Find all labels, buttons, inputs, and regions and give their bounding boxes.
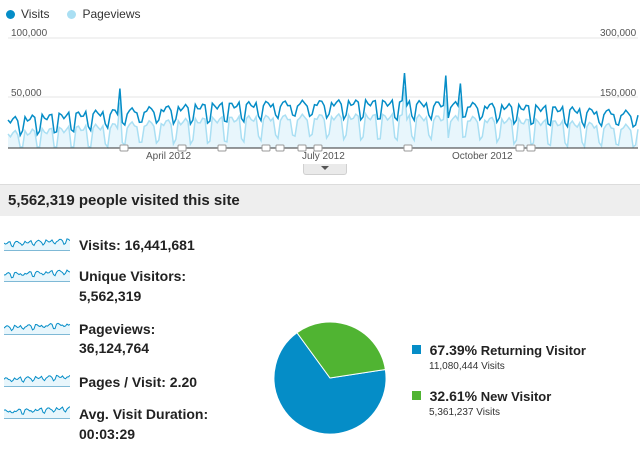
new-swatch-icon [412, 391, 421, 400]
legend-visits-label: Visits [21, 7, 50, 21]
returning-label: Returning Visitor [480, 343, 586, 358]
y-right-top-label: 300,000 [600, 28, 637, 39]
metric-visits-label: Visits: [79, 237, 121, 253]
pageviews-sparkline[interactable] [4, 317, 70, 335]
legend-new-visitor: 32.61% New Visitor 5,361,237 Visits [412, 388, 551, 418]
metric-pageviews-value: 36,124,764 [79, 340, 150, 356]
legend-pageviews[interactable]: Pageviews [67, 7, 140, 21]
new-percent: 32.61% [429, 388, 478, 404]
metric-pages-visit-row: Pages / Visit: 2.20 [79, 374, 197, 390]
y-right-mid-label: 150,000 [600, 88, 637, 99]
metric-pages-per-visit: Pages / Visit: 2.20 [4, 369, 264, 393]
metric-unique-label: Unique Visitors: [79, 268, 187, 284]
metric-visits-value: 16,441,681 [124, 237, 195, 253]
annotation-marker-8[interactable] [403, 144, 413, 152]
month-label-july: July 2012 [302, 151, 345, 162]
annotation-marker-5[interactable] [275, 144, 285, 152]
pages-per-visit-sparkline[interactable] [4, 369, 70, 387]
unique-visitors-sparkline[interactable] [4, 264, 70, 282]
annotation-marker-10[interactable] [526, 144, 536, 152]
chart-expand-toggle[interactable] [303, 164, 347, 175]
metric-pageviews: Pageviews: 36,124,764 [4, 317, 264, 359]
annotation-marker-7[interactable] [313, 144, 323, 152]
visitor-type-pie-chart [273, 321, 387, 435]
y-left-mid-label: 50,000 [11, 88, 42, 99]
y-left-top-label: 100,000 [11, 28, 48, 39]
pie-slice-new-visitor[interactable] [296, 321, 386, 379]
legend-returning-visitor: 67.39% Returning Visitor 11,080,444 Visi… [412, 342, 586, 372]
month-label-october: October 2012 [452, 151, 513, 162]
chevron-down-icon [321, 166, 329, 170]
metric-duration-label: Avg. Visit Duration: [79, 406, 209, 422]
annotation-marker-2[interactable] [177, 144, 187, 152]
annotation-marker-6[interactable] [297, 144, 307, 152]
new-label: New Visitor [480, 389, 552, 404]
annotation-marker-9[interactable] [515, 144, 525, 152]
returning-percent: 67.39% [429, 342, 478, 358]
metric-unique-visitors: Unique Visitors: 5,562,319 [4, 264, 264, 306]
visits-line [7, 73, 639, 138]
metric-visits-row: Visits: 16,441,681 [79, 237, 195, 253]
annotation-marker-1[interactable] [119, 144, 129, 152]
pageviews-dot-icon [67, 9, 77, 19]
pageviews-line [7, 87, 639, 150]
new-visits-count: 5,361,237 Visits [429, 407, 500, 418]
returning-visits-count: 11,080,444 Visits [429, 361, 505, 372]
legend-visits[interactable]: Visits [6, 7, 49, 21]
summary-headline: 5,562,319 people visited this site [0, 184, 640, 216]
annotation-marker-3[interactable] [217, 144, 227, 152]
returning-swatch-icon [412, 345, 421, 354]
metric-duration-value: 00:03:29 [79, 426, 136, 442]
annotation-marker-4[interactable] [261, 144, 271, 152]
legend-pageviews-label: Pageviews [82, 7, 141, 21]
metric-pages-visit-label: Pages / Visit: [79, 374, 166, 390]
chart-legend: Visits Pageviews [6, 7, 140, 21]
visits-pageviews-chart [7, 37, 639, 152]
visits-sparkline[interactable] [4, 233, 70, 251]
metric-pages-visit-value: 2.20 [169, 374, 198, 390]
visits-dot-icon [6, 9, 15, 19]
metric-avg-visit-duration: Avg. Visit Duration: 00:03:29 [4, 401, 264, 445]
pie-slice-returning-visitor[interactable] [273, 332, 387, 435]
metric-visits: Visits: 16,441,681 [4, 233, 264, 257]
metric-pageviews-label: Pageviews: [79, 321, 156, 337]
metric-unique-value: 5,562,319 [79, 288, 142, 304]
avg-visit-duration-sparkline[interactable] [4, 401, 70, 419]
month-label-april: April 2012 [146, 151, 192, 162]
